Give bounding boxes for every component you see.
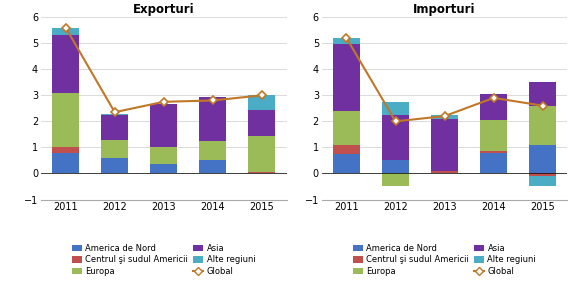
Legend: America de Nord, Centrul şi sudul Americii, Europa, Asia, Alte regiuni, Global: America de Nord, Centrul şi sudul Americ… <box>353 244 536 276</box>
Bar <box>529 106 556 145</box>
Bar <box>480 120 507 151</box>
Bar <box>480 151 507 152</box>
Bar <box>529 82 556 106</box>
Bar <box>333 38 360 44</box>
Bar <box>199 141 226 160</box>
Bar <box>382 115 409 160</box>
Bar <box>431 171 458 174</box>
Bar <box>333 111 360 145</box>
Bar <box>150 147 177 164</box>
Bar <box>52 28 79 35</box>
Bar <box>52 147 79 152</box>
Legend: America de Nord, Centrul şi sudul Americii, Europa, Asia, Alte regiuni, Global: America de Nord, Centrul şi sudul Americ… <box>72 244 256 276</box>
Bar <box>333 154 360 174</box>
Bar <box>52 93 79 147</box>
Bar <box>150 104 177 147</box>
Bar <box>480 94 507 120</box>
Bar <box>101 115 128 140</box>
Bar <box>249 136 276 172</box>
Bar <box>101 140 128 158</box>
Bar <box>529 176 556 186</box>
Bar <box>529 174 556 176</box>
Title: Importuri: Importuri <box>414 3 476 16</box>
Bar <box>249 95 276 110</box>
Bar <box>101 113 128 115</box>
Bar <box>199 97 226 141</box>
Bar <box>529 145 556 174</box>
Bar <box>333 145 360 154</box>
Bar <box>333 44 360 111</box>
Bar <box>480 152 507 174</box>
Bar <box>199 160 226 174</box>
Bar <box>52 152 79 174</box>
Bar <box>382 160 409 174</box>
Bar <box>382 102 409 115</box>
Bar <box>101 158 128 174</box>
Bar <box>249 172 276 174</box>
Bar <box>150 164 177 174</box>
Bar <box>431 119 458 171</box>
Title: Exporturi: Exporturi <box>133 3 195 16</box>
Bar <box>249 110 276 136</box>
Bar <box>431 115 458 119</box>
Bar <box>382 174 409 186</box>
Bar <box>52 35 79 93</box>
